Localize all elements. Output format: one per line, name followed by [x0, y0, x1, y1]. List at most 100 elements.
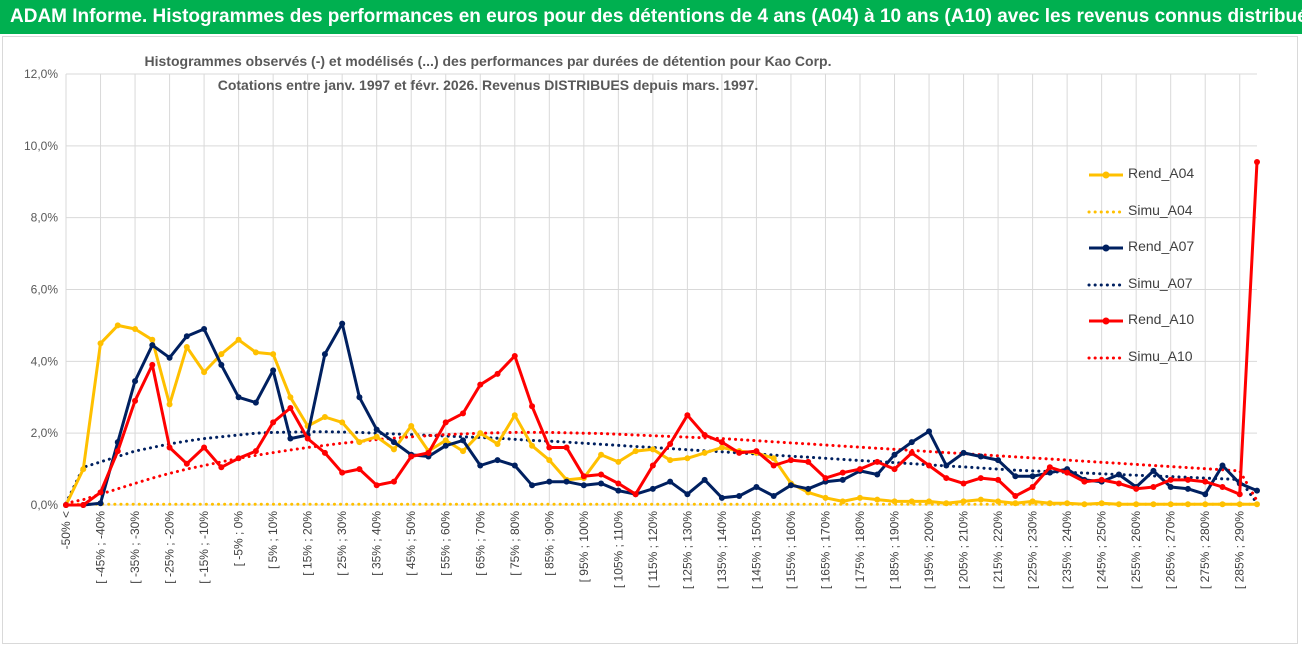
y-tick-label: 0,0% — [31, 498, 59, 512]
series-line-simu-a10 — [64, 430, 1259, 505]
legend-item-simu-a10[interactable]: Simu_A10 — [1083, 348, 1283, 385]
data-point-rend-a10 — [63, 502, 69, 508]
data-point-rend-a10 — [252, 448, 259, 455]
data-point-rend-a10 — [80, 502, 87, 508]
data-point-rend-a10 — [270, 419, 277, 426]
data-point-rend-a10 — [321, 449, 328, 456]
data-point-rend-a10 — [1150, 484, 1157, 491]
data-point-rend-a07 — [132, 378, 139, 385]
data-point-rend-a10 — [926, 462, 933, 469]
data-point-rend-a10 — [857, 466, 863, 473]
data-point-rend-a10 — [408, 453, 415, 460]
data-point-rend-a07 — [1254, 487, 1260, 494]
x-tick-label: [ 85% ; 90% — [542, 511, 556, 576]
data-point-rend-a10 — [460, 410, 466, 417]
x-tick-label: [ 145% ; 150% — [749, 511, 763, 589]
data-point-rend-a10 — [563, 444, 570, 451]
data-point-rend-a04 — [995, 498, 1002, 505]
legend-label: Simu_A04 — [1128, 201, 1193, 218]
x-tick-label: [ 225% ; 230% — [1026, 511, 1040, 589]
data-point-rend-a10 — [718, 439, 725, 446]
x-tick-label: [ 185% ; 190% — [888, 511, 902, 589]
data-point-rend-a10 — [235, 455, 242, 462]
data-point-rend-a07 — [218, 361, 225, 368]
data-point-rend-a07 — [546, 478, 553, 485]
legend-swatch — [1089, 244, 1123, 252]
data-point-rend-a07 — [563, 478, 570, 485]
data-point-rend-a07 — [529, 482, 536, 489]
data-point-rend-a07 — [373, 426, 380, 433]
data-point-rend-a04 — [1133, 501, 1140, 508]
x-tick-label: [ 15% ; 20% — [301, 511, 315, 576]
data-point-rend-a04 — [1064, 500, 1071, 507]
data-point-rend-a07 — [805, 485, 812, 492]
data-point-rend-a07 — [770, 493, 777, 500]
legend-item-rend-a04[interactable]: Rend_A04 — [1083, 165, 1283, 202]
data-point-rend-a07 — [977, 453, 984, 460]
data-point-rend-a07 — [1202, 491, 1209, 498]
legend-item-rend-a10[interactable]: Rend_A10 — [1083, 311, 1283, 348]
legend-label: Rend_A07 — [1128, 238, 1195, 254]
data-point-rend-a04 — [460, 448, 466, 455]
data-point-rend-a04 — [149, 336, 156, 343]
chart-legend[interactable]: Rend_A04 Simu_A04 Rend_A07 Simu_A07 Rend_A10… — [1083, 165, 1283, 384]
y-tick-label: 10,0% — [24, 139, 58, 153]
data-point-rend-a07 — [166, 354, 173, 361]
report-title: ADAM Informe. Histogrammes des performan… — [10, 6, 1302, 27]
data-point-rend-a04 — [598, 451, 605, 458]
data-point-rend-a04 — [960, 498, 967, 505]
x-tick-label: [ -45% ; -40% — [94, 511, 108, 584]
data-point-rend-a04 — [339, 419, 346, 426]
data-point-rend-a10 — [701, 431, 708, 438]
data-point-rend-a10 — [1202, 478, 1209, 485]
data-point-rend-a04 — [857, 494, 863, 501]
legend-item-rend-a07[interactable]: Rend_A07 — [1083, 238, 1283, 275]
data-point-rend-a04 — [926, 498, 933, 505]
data-point-rend-a07 — [252, 399, 259, 406]
data-point-rend-a10 — [822, 475, 829, 482]
data-point-rend-a10 — [598, 471, 605, 478]
data-point-rend-a07 — [649, 485, 656, 492]
data-point-rend-a10 — [114, 448, 121, 455]
data-point-rend-a07 — [1219, 462, 1226, 469]
data-point-rend-a07 — [1167, 484, 1174, 491]
data-point-rend-a04 — [822, 494, 829, 501]
data-point-rend-a10 — [874, 458, 881, 465]
y-tick-label: 12,0% — [24, 67, 58, 81]
legend-item-simu-a04[interactable]: Simu_A04 — [1083, 202, 1283, 239]
x-tick-label: [ -35% ; -30% — [128, 511, 142, 584]
data-point-rend-a07 — [943, 462, 950, 469]
data-point-rend-a04 — [943, 500, 950, 507]
data-point-rend-a04 — [874, 496, 881, 503]
data-point-rend-a07 — [684, 491, 691, 498]
data-point-rend-a04 — [201, 369, 208, 376]
data-point-rend-a04 — [908, 498, 915, 505]
data-point-rend-a10 — [511, 352, 518, 359]
x-tick-label: [ 55% ; 60% — [439, 511, 453, 576]
data-point-rend-a07 — [1150, 467, 1157, 474]
data-point-rend-a07 — [718, 494, 725, 501]
legend-item-simu-a07[interactable]: Simu_A07 — [1083, 275, 1283, 312]
data-point-rend-a10 — [373, 482, 380, 489]
data-point-rend-a04 — [1046, 500, 1053, 507]
y-tick-label: 6,0% — [31, 283, 59, 297]
data-point-rend-a04 — [770, 455, 777, 462]
data-point-rend-a10 — [425, 449, 432, 456]
data-point-rend-a04 — [373, 433, 380, 440]
x-tick-label: [ 95% ; 100% — [577, 511, 591, 583]
data-point-rend-a04 — [1115, 501, 1122, 508]
data-point-rend-a07 — [183, 333, 190, 340]
data-point-rend-a10 — [1064, 469, 1071, 476]
data-point-rend-a07 — [1115, 471, 1122, 478]
data-point-rend-a07 — [701, 476, 708, 483]
series-line-rend-a10 — [66, 161, 1259, 507]
x-tick-label: [ 285% ; 290% — [1233, 511, 1247, 589]
x-tick-label: [ 135% ; 140% — [715, 511, 729, 589]
data-point-rend-a07 — [477, 462, 484, 469]
data-point-rend-a04 — [494, 440, 501, 447]
data-point-rend-a10 — [684, 412, 691, 419]
data-point-rend-a04 — [684, 455, 691, 462]
x-tick-label: [ 265% ; 270% — [1164, 511, 1178, 589]
data-point-rend-a10 — [649, 462, 656, 469]
data-point-rend-a10 — [1046, 464, 1053, 471]
